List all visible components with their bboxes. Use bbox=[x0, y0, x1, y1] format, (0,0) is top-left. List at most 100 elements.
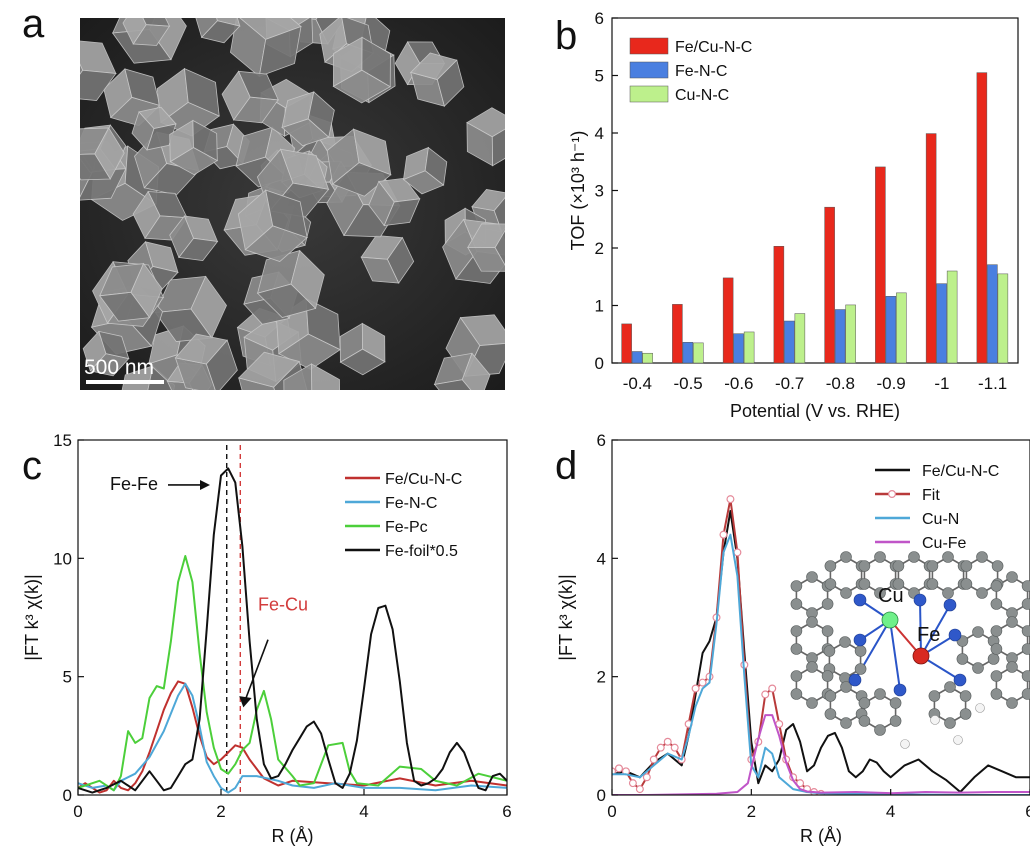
bond bbox=[864, 720, 881, 731]
series-line bbox=[78, 680, 507, 794]
y-tick-label: 4 bbox=[597, 549, 606, 568]
sem-crystal bbox=[174, 333, 238, 390]
scale-bar bbox=[86, 380, 164, 384]
panel-label-c: c bbox=[22, 444, 42, 488]
bond bbox=[811, 666, 828, 677]
legend-label: Cu-N bbox=[922, 511, 959, 528]
bond bbox=[996, 576, 1013, 587]
x-tick-label: 6 bbox=[502, 802, 511, 821]
x-tick-label: -0.8 bbox=[826, 374, 855, 393]
data-point bbox=[642, 773, 651, 782]
x-axis-label: R (Å) bbox=[800, 826, 842, 846]
carbon-atom bbox=[821, 625, 834, 637]
sem-micrograph: 500 nm bbox=[80, 18, 505, 390]
nitrogen-atom bbox=[943, 598, 957, 612]
sem-crystal bbox=[409, 52, 465, 107]
carbon-atom bbox=[874, 688, 886, 700]
x-tick-label: -0.7 bbox=[775, 374, 804, 393]
carbon-atom bbox=[840, 587, 852, 599]
carbon-atom bbox=[823, 645, 836, 657]
bond bbox=[796, 693, 813, 704]
bar bbox=[925, 133, 937, 364]
bond bbox=[1011, 603, 1028, 614]
carbon-atom bbox=[990, 598, 1003, 610]
carbon-atom bbox=[889, 578, 902, 590]
hydrogen-atom bbox=[900, 739, 910, 749]
y-tick-label: 3 bbox=[595, 182, 604, 201]
carbon-atom bbox=[991, 578, 1004, 590]
y-tick-label: 6 bbox=[597, 431, 606, 450]
bond bbox=[844, 641, 861, 652]
annotation-arrow bbox=[245, 639, 269, 699]
bond bbox=[1011, 693, 1028, 704]
data-point bbox=[740, 660, 749, 669]
carbon-atom bbox=[1021, 625, 1030, 637]
carbon-atom bbox=[990, 688, 1003, 700]
carbon-atom bbox=[908, 551, 920, 563]
bond bbox=[829, 668, 846, 679]
carbon-atom bbox=[790, 598, 803, 610]
panel-label-b: b bbox=[555, 14, 578, 58]
carbon-atom bbox=[821, 580, 834, 592]
bond bbox=[844, 668, 861, 679]
carbon-atom bbox=[821, 598, 834, 610]
sem-crystal bbox=[156, 67, 221, 137]
y-tick-label: 6 bbox=[595, 9, 604, 28]
sem-crystal bbox=[169, 215, 219, 262]
carbon-atom bbox=[840, 717, 852, 729]
bond bbox=[932, 556, 949, 567]
y-tick-label: 0 bbox=[595, 354, 604, 373]
sem-crystal bbox=[256, 249, 325, 319]
sem-crystal bbox=[122, 18, 171, 46]
bar bbox=[682, 342, 694, 364]
plot-frame bbox=[611, 17, 1019, 364]
nitrogen-atom bbox=[848, 673, 862, 687]
carbon-atom bbox=[972, 626, 984, 638]
x-tick-label: 0 bbox=[73, 802, 82, 821]
annotation-fe-cu: Fe-Cu bbox=[258, 595, 308, 615]
carbon-atom bbox=[976, 587, 988, 599]
metal-bond bbox=[854, 619, 891, 681]
carbon-atom bbox=[956, 653, 969, 665]
bond bbox=[996, 648, 1013, 659]
sem-crystal bbox=[326, 128, 392, 197]
carbon-atom bbox=[806, 661, 818, 673]
data-point bbox=[754, 737, 763, 746]
legend-label: Cu-Fe bbox=[922, 535, 967, 552]
bond bbox=[811, 576, 828, 587]
bar bbox=[642, 352, 653, 364]
bond bbox=[796, 603, 813, 614]
data-point bbox=[677, 755, 686, 764]
y-tick-label: 0 bbox=[597, 786, 606, 805]
carbon-atom bbox=[923, 560, 936, 572]
sem-crystal bbox=[99, 262, 163, 322]
sem-crystal bbox=[467, 223, 505, 272]
data-point bbox=[775, 719, 784, 728]
bond bbox=[932, 583, 949, 594]
nitrogen-atom bbox=[913, 593, 927, 607]
metal-bond bbox=[920, 655, 961, 681]
legend-label: Fe-N-C bbox=[385, 495, 437, 512]
carbon-atom bbox=[889, 715, 902, 727]
data-point bbox=[628, 779, 637, 788]
bond bbox=[879, 693, 896, 704]
series-line bbox=[78, 467, 507, 794]
bond bbox=[864, 693, 881, 704]
carbon-atom bbox=[824, 578, 837, 590]
y-axis-label: |FT k³ χ(k)| bbox=[22, 574, 42, 660]
bond bbox=[898, 583, 915, 594]
annotation-fe-fe: Fe-Fe bbox=[110, 474, 158, 494]
bond bbox=[796, 648, 813, 659]
bond bbox=[966, 556, 983, 567]
bond bbox=[830, 686, 847, 697]
sem-crystal bbox=[221, 70, 279, 124]
bond bbox=[830, 713, 847, 724]
y-tick-label: 4 bbox=[595, 124, 604, 143]
carbon-atom bbox=[956, 635, 969, 647]
bond bbox=[966, 583, 983, 594]
sem-crystal bbox=[195, 18, 241, 44]
legend-swatch bbox=[629, 37, 669, 55]
bar bbox=[631, 351, 643, 364]
sem-crystal bbox=[82, 330, 130, 377]
bond bbox=[811, 693, 828, 704]
